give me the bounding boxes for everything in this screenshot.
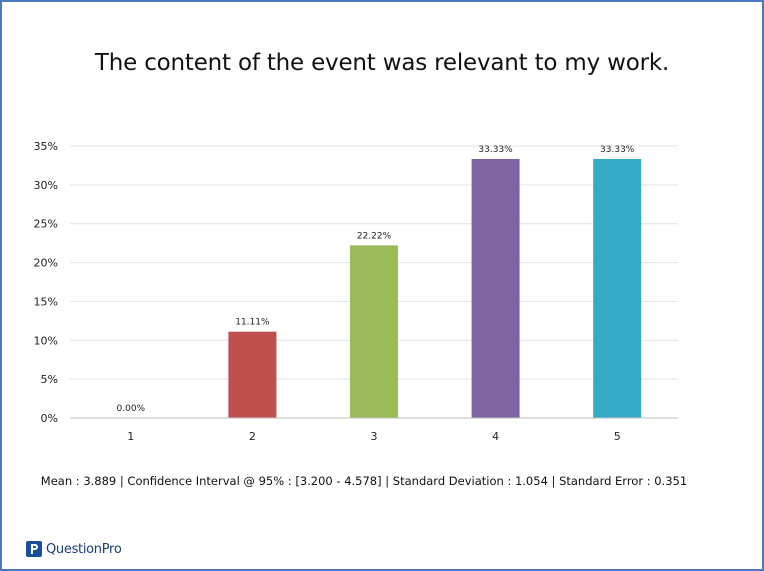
x-tick-label-2: 2 [249,430,256,443]
data-label-2: 11.11% [235,318,270,328]
x-tick-label-3: 3 [371,430,378,443]
brand-logo: QuestionPro [26,541,122,557]
bar-chart: 0% 5% 10% 15% 20% 25% 30% 35% 0.00% 11.11% 22.22%… [34,140,678,443]
x-axis-ticks: 1 2 3 4 5 [127,430,620,443]
bars [228,158,642,419]
bar-5 [593,158,642,419]
x-tick-label-1: 1 [127,430,134,443]
x-tick-label-4: 4 [492,430,499,443]
y-tick-label: 35% [34,140,58,153]
bar-4 [471,158,520,419]
questionpro-logo-icon [26,541,42,557]
x-tick-label-5: 5 [614,430,621,443]
data-label-1: 0.00% [117,404,146,414]
y-tick-label: 30% [34,179,58,192]
chart-title: The content of the event was relevant to… [94,50,670,76]
y-tick-label: 5% [41,373,58,386]
brand-name: QuestionPro [46,541,122,557]
summary-statistics: Mean : 3.889 | Confidence Interval @ 95%… [40,474,688,488]
y-tick-label: 0% [41,412,58,425]
y-axis-ticks: 0% 5% 10% 15% 20% 25% 30% 35% [34,140,58,425]
data-label-3: 22.22% [357,231,392,241]
data-label-4: 33.33% [478,145,513,155]
data-label-5: 33.33% [600,145,635,155]
y-tick-label: 20% [34,257,58,270]
bar-2 [228,331,277,418]
y-tick-label: 10% [34,334,58,347]
y-tick-label: 25% [34,218,58,231]
bar-3 [350,245,398,418]
data-labels: 0.00% 11.11% 22.22% 33.33% 33.33% [117,145,635,414]
y-tick-label: 15% [34,295,58,308]
